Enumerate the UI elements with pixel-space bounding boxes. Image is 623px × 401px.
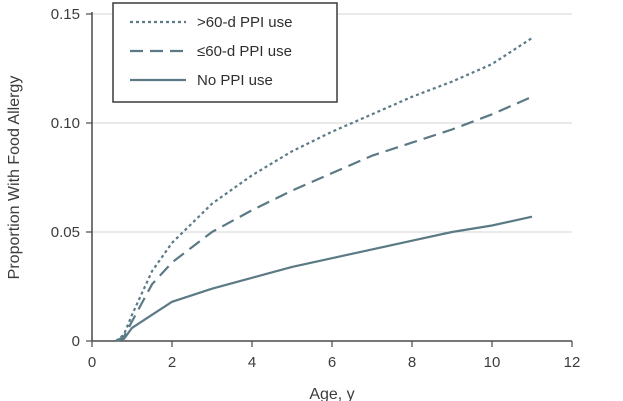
x-tick-label-0: 0 [88,354,96,371]
legend-label-2: No PPI use [197,72,273,89]
series-lines [115,37,533,343]
x-tick-label-2: 4 [248,354,256,371]
legend-label-0: >60-d PPI use [197,14,292,31]
legend: >60-d PPI use ≤60-d PPI use No PPI use [112,2,338,103]
x-tick-label-3: 6 [328,354,336,371]
y-tick-label-3: 0.15 [51,6,80,23]
x-tick-label-4: 8 [408,354,416,371]
ticks: 0 2 4 6 8 10 12 0 0.05 0.10 0.15 [51,6,581,371]
series-line-0 [115,37,533,342]
y-tick-label-0: 0 [72,333,80,350]
y-tick-label-1: 0.05 [51,224,80,241]
legend-label-1: ≤60-d PPI use [197,43,292,60]
y-axis-title: Proportion With Food Allergy [6,76,23,280]
x-axis-title: Age, y [309,386,354,401]
legend-box [112,2,338,103]
y-tick-label-2: 0.10 [51,115,80,132]
x-tick-label-5: 10 [484,354,501,371]
x-tick-label-1: 2 [168,354,176,371]
series-line-2 [115,215,533,343]
x-tick-label-6: 12 [564,354,581,371]
series-line-1 [115,95,533,342]
